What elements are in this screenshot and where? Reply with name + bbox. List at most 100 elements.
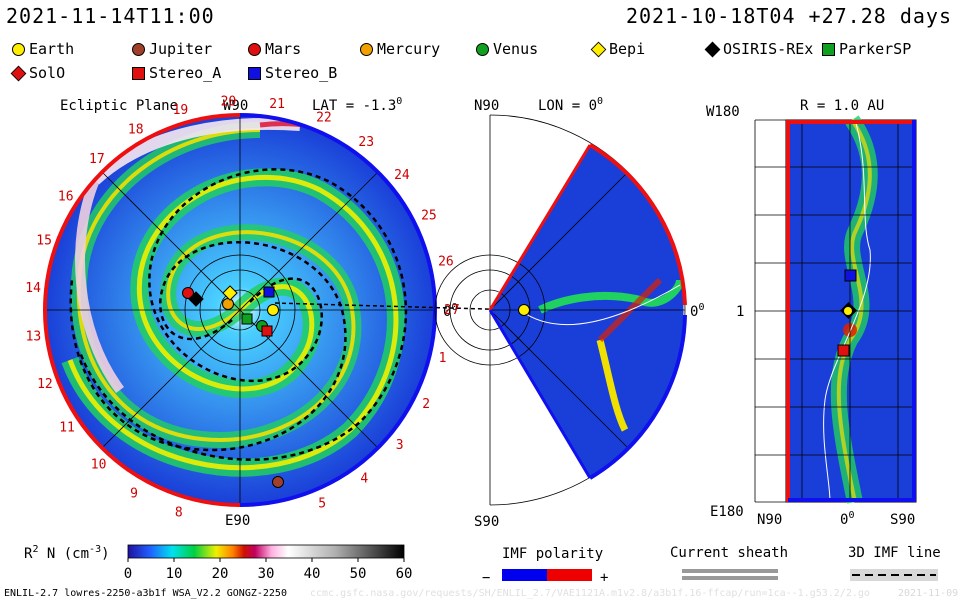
ecliptic-e90-label: E90: [225, 513, 250, 529]
day-tick-5: 5: [318, 496, 326, 511]
legend-item-venus: Venus: [476, 40, 538, 58]
footer-date: 2021-11-09: [898, 588, 959, 599]
legend-item-earth: Earth: [12, 40, 74, 58]
meridional-n90: N90: [474, 98, 499, 114]
stereo-a-marker: [261, 325, 273, 337]
legend-item-mars: Mars: [248, 40, 301, 58]
legend-label: Mercury: [377, 40, 441, 58]
jupiter-marker: [272, 476, 284, 488]
legend-label: Stereo_B: [265, 64, 338, 82]
day-tick-3: 3: [396, 438, 404, 453]
day-tick-4: 4: [360, 472, 368, 487]
current-sheath-legend: Current sheath: [670, 545, 788, 580]
colorbar-tick-label: 50: [350, 566, 367, 582]
sim-time: 2021-11-14T11:00: [6, 4, 215, 28]
legend-label: Stereo_A: [149, 64, 222, 82]
mars-marker: [182, 287, 194, 299]
map-title: R = 1.0 AU: [800, 98, 884, 114]
legend-label: Jupiter: [149, 40, 213, 58]
current-sheath-title: Current sheath: [670, 545, 788, 561]
day-tick-17: 17: [89, 152, 105, 167]
map-mid-label: 1: [736, 304, 744, 320]
colorbar-tick-label: 10: [166, 566, 183, 582]
day-tick-15: 15: [36, 233, 52, 248]
circle-icon: [476, 42, 489, 56]
map-s90: S90: [890, 512, 915, 528]
imf-polarity-plus: +: [600, 570, 608, 586]
day-tick-20: 20: [221, 94, 237, 109]
colorbar-label: R2 N (cm-3): [24, 544, 110, 562]
bepi-marker: [222, 285, 238, 301]
day-tick-2: 2: [422, 397, 430, 412]
solar-wind-spirals: [61, 117, 408, 477]
diamond-icon: [590, 41, 607, 57]
ref-time: 2021-10-18T04 +27.28 days: [625, 4, 952, 28]
ecliptic-title: Ecliptic Plane: [60, 98, 178, 114]
imf-polarity-title: IMF polarity: [502, 546, 603, 562]
circle-icon: [12, 42, 25, 56]
legend-item-stereo-a: Stereo_A: [132, 64, 221, 82]
map-w180: W180: [706, 104, 740, 120]
mercury-marker: [222, 298, 234, 310]
day-tick-19: 19: [173, 103, 189, 118]
map-n90: N90: [757, 512, 782, 528]
day-tick-11: 11: [59, 420, 75, 435]
legend-label: Venus: [493, 40, 539, 58]
colorbar-tick-label: 20: [212, 566, 229, 582]
ecliptic-0-label: 00: [443, 302, 457, 320]
colorbar-tick-label: 0: [124, 566, 132, 582]
ecliptic-lat-label: LAT = -1.30: [312, 96, 402, 114]
square-icon: [132, 66, 145, 80]
day-tick-12: 12: [37, 377, 53, 392]
circle-icon: [360, 42, 373, 56]
day-tick-25: 25: [421, 209, 437, 224]
map-0: 00: [840, 510, 854, 528]
day-tick-13: 13: [26, 330, 42, 345]
imf-polarity-minus: −: [482, 570, 490, 586]
meridional-0-label: 00: [690, 302, 704, 320]
diamond-icon: [704, 41, 721, 57]
square-icon: [248, 66, 261, 80]
day-tick-14: 14: [25, 281, 41, 296]
density-colorbar: R2 N (cm-3) 0 10 20 30 40 50 60: [24, 544, 412, 582]
colorbar-tick-label: 40: [304, 566, 321, 582]
legend-item-solo: SolO: [10, 64, 66, 82]
legend-label: Bepi: [609, 40, 646, 58]
imf-line-legend: 3D IMF line: [848, 545, 941, 581]
square-icon: [822, 42, 835, 56]
earth-marker-meridional: [518, 304, 530, 316]
osiris-map: [840, 302, 857, 319]
day-tick-21: 21: [269, 97, 285, 112]
parker-marker: [241, 313, 253, 325]
ecliptic-w90-label: W90: [223, 98, 248, 114]
legend-label: SolO: [29, 64, 66, 82]
day-tick-1: 1: [439, 351, 447, 366]
earth-marker: [267, 304, 279, 316]
legend-label: OSIRIS-REx: [723, 40, 814, 58]
imf-line-title: 3D IMF line: [848, 545, 941, 561]
osiris-rex-marker: [188, 291, 204, 307]
earth-map: [843, 306, 853, 316]
colorbar-tick-label: 30: [258, 566, 275, 582]
map-e180: E180: [710, 504, 744, 520]
day-tick-9: 9: [130, 487, 138, 502]
venus-marker: [256, 320, 268, 332]
legend-item-parkersp: ParkerSP: [822, 40, 911, 58]
stereo-a-map: [837, 344, 850, 357]
day-tick-10: 10: [91, 458, 107, 473]
stereo-b-marker: [263, 286, 275, 298]
legend-item-bepi: Bepi: [590, 40, 646, 58]
day-tick-18: 18: [128, 123, 144, 138]
circle-icon: [248, 42, 261, 56]
day-tick-23: 23: [358, 135, 374, 150]
meridional-s90: S90: [474, 514, 499, 530]
r1au-map-panel: R = 1.0 AU W180 1 E180 N90 00 S90: [706, 98, 917, 528]
circle-icon: [132, 42, 145, 56]
legend-label: Earth: [29, 40, 75, 58]
legend-item-jupiter: Jupiter: [132, 40, 212, 58]
footer-url: ccmc.gsfc.nasa.gov/requests/SH/ENLIL_2.7…: [310, 588, 870, 599]
day-tick-16: 16: [58, 190, 74, 205]
meridional-panel: N90 LON = 00 00 S90: [434, 96, 704, 530]
